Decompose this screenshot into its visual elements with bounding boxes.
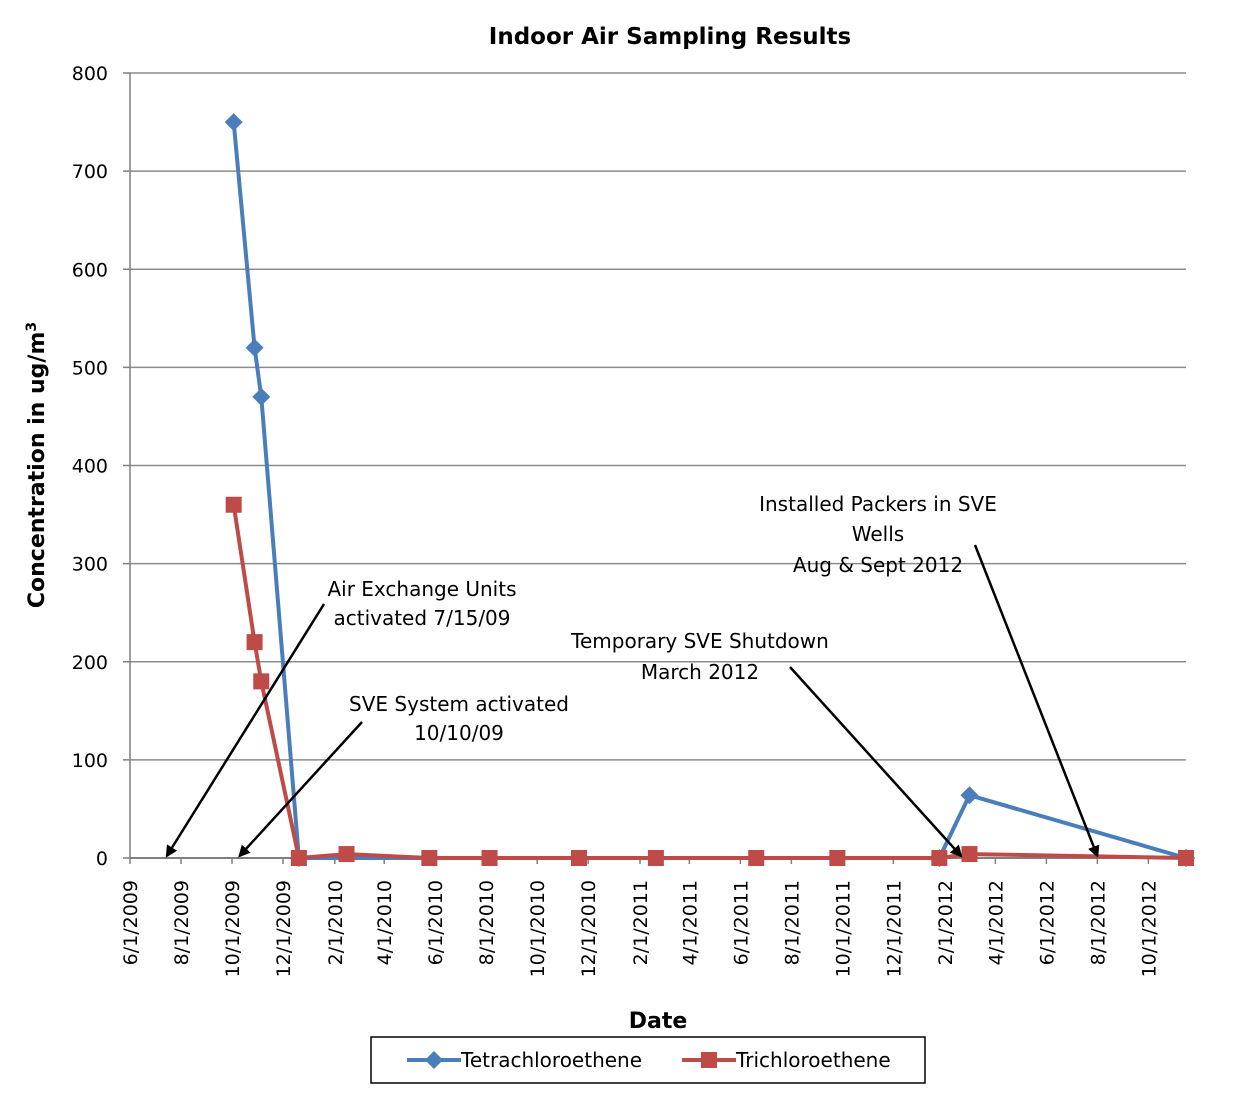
data-point (224, 113, 243, 132)
x-tick-label: 6/1/2009 (120, 880, 142, 965)
x-tick-label: 6/1/2012 (1036, 880, 1058, 965)
annotation-text: Installed Packers in SVE (759, 492, 997, 516)
data-point (931, 850, 948, 866)
data-point (960, 786, 979, 805)
y-tick-label: 500 (72, 357, 108, 379)
annotation-text: activated 7/15/09 (333, 606, 510, 630)
x-tick-label: 10/1/2010 (527, 880, 549, 977)
y-tick-label: 400 (72, 456, 108, 478)
y-tick-label: 100 (72, 750, 108, 772)
x-tick-label: 10/1/2012 (1138, 880, 1160, 977)
x-tick-label: 10/1/2009 (222, 880, 244, 977)
legend-label: Tetrachloroethene (460, 1048, 642, 1072)
data-point (253, 673, 270, 690)
x-tick-label: 8/1/2010 (476, 880, 498, 965)
grid (130, 72, 1186, 761)
x-tick-label: 4/1/2010 (374, 880, 396, 965)
annotation-text: Wells (852, 522, 904, 546)
annotation-air-exchange: Air Exchange Units activated 7/15/09 (165, 577, 517, 858)
x-tick-label: 10/1/2011 (832, 880, 854, 977)
y-tick-label: 200 (72, 652, 108, 674)
x-tick-label: 12/1/2010 (578, 880, 600, 977)
annotations-layer: Air Exchange Units activated 7/15/09 SVE S… (165, 492, 1100, 858)
x-tick-label: 8/1/2011 (781, 880, 803, 965)
annotation-text: Temporary SVE Shutdown (570, 629, 829, 653)
x-tick-label: 8/1/2009 (171, 880, 193, 965)
annotation-sve-shutdown: Temporary SVE Shutdown March 2012 (570, 629, 963, 858)
y-tick-label: 300 (72, 554, 108, 576)
data-point (225, 496, 242, 513)
x-tick-label: 12/1/2009 (273, 880, 295, 977)
x-axis-ticks: 6/1/2009 8/1/2009 10/1/2009 12/1/2009 2/1/20… (120, 858, 1160, 977)
x-tick-label: 12/1/2011 (883, 880, 905, 977)
legend-marker (701, 1052, 717, 1068)
annotation-packers: Installed Packers in SVE Wells Aug & Sept … (759, 492, 1100, 858)
legend-marker (425, 1051, 443, 1069)
data-point (961, 846, 978, 863)
x-tick-label: 6/1/2011 (730, 880, 752, 965)
x-axis-title: Date (629, 1009, 688, 1034)
data-point (245, 338, 264, 357)
y-axis-title-text: Concentration in ug/m (25, 332, 50, 608)
x-tick-label: 8/1/2012 (1087, 880, 1109, 965)
y-tick-label: 800 (72, 63, 108, 85)
series-tetrachloroethene (224, 113, 1195, 867)
legend-box (370, 1036, 926, 1084)
series-line (231, 504, 1187, 860)
data-point (290, 850, 307, 866)
x-tick-label: 2/1/2012 (935, 880, 957, 965)
series-layer (224, 113, 1195, 867)
y-tick-label: 0 (96, 848, 108, 870)
x-tick-label: 2/1/2011 (630, 880, 652, 965)
chart-title: Indoor Air Sampling Results (489, 24, 851, 50)
data-point (481, 850, 498, 866)
series-line (231, 121, 1187, 860)
annotation-arrow (973, 544, 1100, 858)
x-tick-label: 4/1/2012 (985, 880, 1007, 965)
annotation-arrow (789, 666, 963, 858)
y-tick-label: 700 (72, 161, 108, 183)
annotation-text: March 2012 (641, 660, 759, 684)
annotation-text: SVE System activated (349, 692, 569, 716)
series-trichloroethene (225, 496, 1194, 866)
annotation-arrow (165, 603, 326, 858)
annotation-arrow (238, 721, 363, 858)
legend-label: Trichloroethene (735, 1048, 891, 1072)
annotation-text: 10/10/09 (414, 721, 504, 745)
data-point (1178, 850, 1194, 866)
data-point (647, 850, 664, 866)
data-point (748, 850, 765, 866)
annotation-sve-activated: SVE System activated 10/10/09 (238, 692, 569, 858)
y-axis-title: Concentration in ug/m3 (24, 322, 50, 608)
data-point (338, 846, 355, 863)
data-point (570, 850, 587, 866)
data-point (246, 634, 263, 651)
data-point (421, 850, 438, 866)
data-point (252, 387, 271, 406)
y-axis-title-superscript: 3 (24, 322, 40, 332)
annotation-text: Aug & Sept 2012 (793, 553, 963, 577)
x-tick-label: 2/1/2010 (325, 880, 347, 965)
legend: Tetrachloroethene Trichloroethene (370, 1036, 926, 1084)
x-tick-label: 6/1/2010 (425, 880, 447, 965)
x-tick-label: 4/1/2011 (679, 880, 701, 965)
y-axis-ticks: 0 100 200 300 400 500 600 700 800 (72, 63, 130, 870)
annotation-text: Air Exchange Units (327, 577, 516, 601)
y-tick-label: 600 (72, 259, 108, 281)
data-point (829, 850, 846, 866)
